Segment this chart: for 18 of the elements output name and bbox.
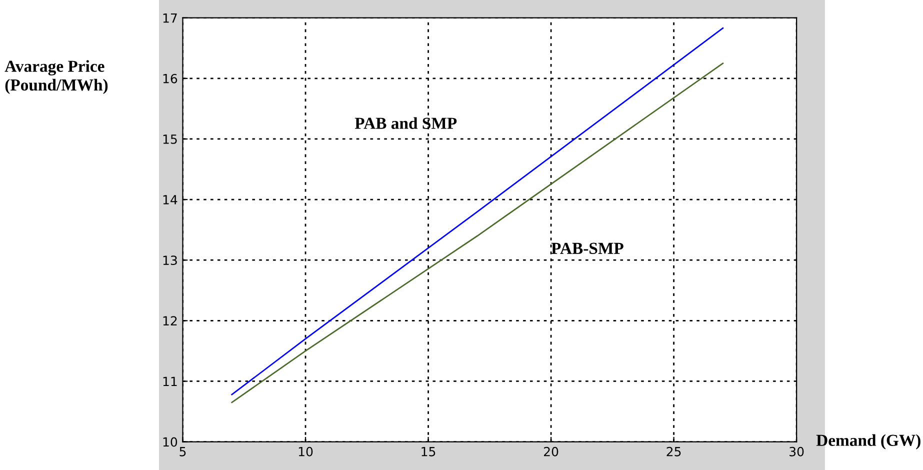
y-tick-label: 10	[163, 437, 178, 447]
annotation: PAB-SMP	[551, 242, 624, 254]
y-tick-label: 11	[163, 376, 177, 386]
x-tick-label: 10	[298, 446, 313, 456]
annotation: PAB and SMP	[354, 117, 457, 129]
x-tick-label: 20	[544, 446, 558, 456]
x-axis-title: Demand (GW)	[816, 434, 920, 450]
x-tick-label: 5	[180, 447, 186, 456]
x-tick-label: 15	[422, 447, 436, 456]
y-tick-label: 14	[163, 195, 178, 204]
y-tick-label: 16	[163, 74, 178, 84]
y-axis-title: Avarage Price (Pound/MWh)	[4, 60, 108, 94]
x-tick-label: 25	[666, 446, 681, 456]
y-tick-label: 17	[163, 13, 177, 23]
y-tick-label: 15	[163, 134, 177, 144]
x-tick-label: 30	[790, 446, 804, 456]
y-tick-label: 13	[163, 256, 177, 266]
y-tick-label: 12	[163, 316, 177, 326]
